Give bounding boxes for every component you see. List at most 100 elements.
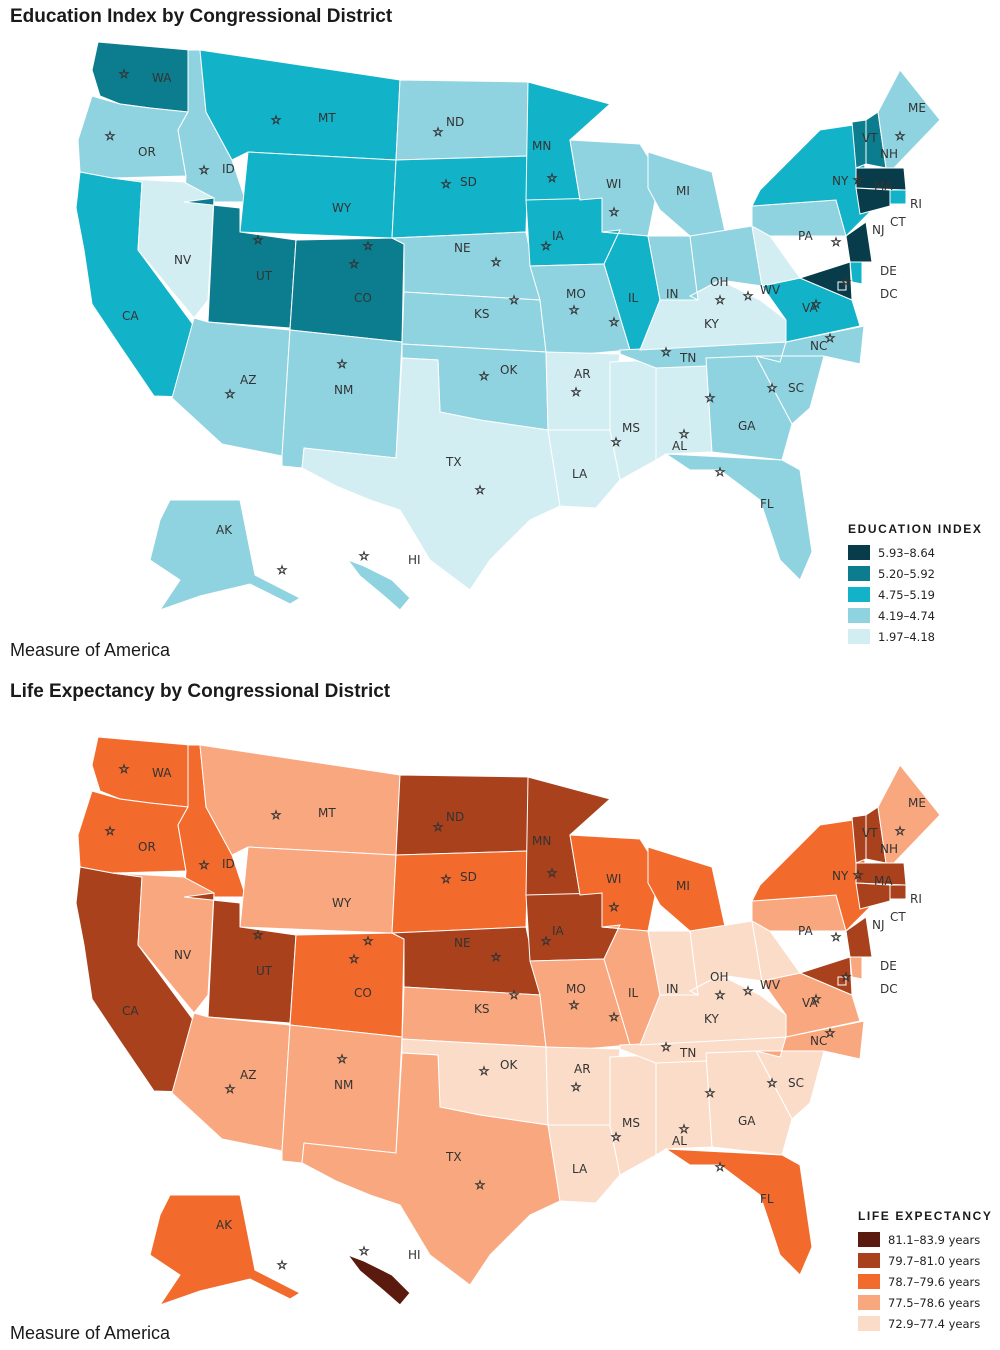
state-co [289,237,405,343]
capital-star-icon: ☆ [611,435,622,449]
capital-star-icon: ☆ [363,239,374,253]
state-wy [239,151,397,239]
state-label-mi: MI [676,184,690,198]
state-dc [837,976,847,986]
state-ga [705,1050,793,1156]
state-la [547,1124,621,1204]
state-label-tn: TN [679,351,696,365]
map-body: ☆☆☆☆☆ ☆☆☆☆☆☆☆☆☆☆☆☆☆☆☆☆☆☆☆☆ ☆☆☆☆☆☆☆☆☆☆☆☆WAO… [75,41,941,611]
state-mt [199,49,401,161]
capital-star-icon: ☆ [363,934,374,948]
state-ks [401,291,547,353]
capital-star-icon: ☆ [767,381,778,395]
capital-star-icon: ☆ [253,928,264,942]
state-label-ga: GA [738,1114,756,1128]
state-label-hi: HI [408,1248,421,1262]
capital-star-icon: ☆ [277,1258,288,1272]
state-ms [609,359,657,481]
state-label-ca: CA [122,1004,139,1018]
capital-star-icon: ☆ [349,257,360,271]
capital-star-icon: ☆ [609,205,620,219]
state-label-co: CO [354,291,372,305]
education-legend: EDUCATION INDEX 5.93–8.64 5.20–5.92 4.75… [848,522,982,647]
state-dc [837,281,847,291]
state-label-mn: MN [532,834,551,848]
state-label-sd: SD [460,870,477,884]
capital-star-icon: ☆ [705,1086,716,1100]
capital-star-icon: ☆ [811,297,822,311]
state-label-al: AL [672,439,687,453]
state-nj [845,916,873,958]
state-label-va: VA [802,996,818,1010]
legend-label: 79.7–81.0 years [888,1253,981,1268]
capital-star-icon: ☆ [491,950,502,964]
legend-row: 72.9–77.4 years [858,1313,992,1334]
state-label-oh: OH [710,970,728,984]
state-label-va: VA [802,301,818,315]
legend-label: 5.20–5.92 [878,566,935,581]
life-expectancy-map: ☆ ☆ ☆ ☆ ☆ ☆ ☆ ☆ ☆ ☆ ☆ ☆ ☆ ☆ ☆ ☆ ☆ ☆ ☆ ☆ ☆ ☆ ☆ ☆ ☆ ☆ ☆ ☆ ☆ ☆ ☆ ☆ ☆ ☆ ☆ ☆ ☆ WA O… [75,736,941,1306]
state-label-id: ID [222,857,235,871]
state-label-mt: MT [318,806,336,820]
capital-star-icon: ☆ [895,824,906,838]
capital-star-icon: ☆ [831,235,842,249]
capital-star-icon: ☆ [441,872,452,886]
capital-star-icon: ☆ [895,129,906,143]
state-label-nm: NM [334,1078,353,1092]
capital-star-icon: ☆ [225,387,236,401]
education-index-panel: ☆ ☆ ☆ ☆ ☆ ☆ ☆ ☆ ☆ ☆ ☆ ☆ ☆ ☆ ☆ ☆ ☆ ☆ ☆ ☆ ☆ ☆ ☆ ☆ ☆ ☆ ☆ ☆ ☆ ☆ ☆ ☆ ☆ ☆ ☆ ☆ ☆ WA O… [10,6,982,660]
state-label-ri: RI [910,197,922,211]
state-label-wi: WI [606,872,621,886]
legend-label: 4.19–4.74 [878,608,935,623]
state-ms [609,1054,657,1176]
state-ak [149,499,302,611]
capital-star-icon: ☆ [715,1160,726,1174]
state-label-wy: WY [332,201,352,215]
capital-star-icon: ☆ [433,820,444,834]
state-label-me: ME [908,101,926,115]
legend-swatch [848,608,870,623]
state-ga [705,355,793,461]
state-label-nj: NJ [872,918,885,932]
state-label-wv: WV [760,978,781,992]
capital-star-icon: ☆ [825,331,836,345]
state-label-ms: MS [622,421,640,435]
capital-star-icon: ☆ [853,173,864,187]
legend-row: 78.7–79.6 years [858,1271,992,1292]
legend-row: 5.93–8.64 [848,542,982,563]
state-tx [301,1052,561,1286]
capital-star-icon: ☆ [767,1076,778,1090]
state-label-nj: NJ [872,223,885,237]
capital-star-icon: ☆ [853,868,864,882]
legend-row: 5.20–5.92 [848,563,982,584]
capital-star-icon: ☆ [569,303,580,317]
education-index-map: ☆☆☆☆☆ ☆☆☆☆☆☆☆☆☆☆☆☆☆☆☆☆☆☆☆☆ ☆☆☆☆☆☆☆☆☆☆☆☆WAO… [75,41,941,611]
state-label-nd: ND [446,810,464,824]
state-label-ct: CT [890,910,906,924]
capital-star-icon: ☆ [661,1040,672,1054]
state-mt [199,744,401,856]
state-label-mi: MI [676,879,690,893]
state-label-in: IN [666,982,679,996]
capital-star-icon: ☆ [491,255,502,269]
state-wy [239,846,397,934]
state-label-nc: NC [810,339,827,353]
state-tx [301,357,561,591]
state-de [849,956,863,980]
state-ks [401,986,547,1048]
state-label-vt: VT [862,826,878,840]
capital-star-icon: ☆ [715,465,726,479]
education-legend-title: EDUCATION INDEX [848,522,983,536]
state-label-ok: OK [500,1058,518,1072]
state-label-hi: HI [408,553,421,567]
legend-label: 72.9–77.4 years [888,1316,981,1331]
capital-star-icon: ☆ [349,952,360,966]
legend-label: 77.5–78.6 years [888,1295,981,1310]
state-label-al: AL [672,1134,687,1148]
state-me [877,69,941,171]
state-label-ia: IA [552,229,565,243]
state-label-me: ME [908,796,926,810]
state-label-ok: OK [500,363,518,377]
state-label-ma: MA [874,874,893,888]
state-la [547,429,621,509]
